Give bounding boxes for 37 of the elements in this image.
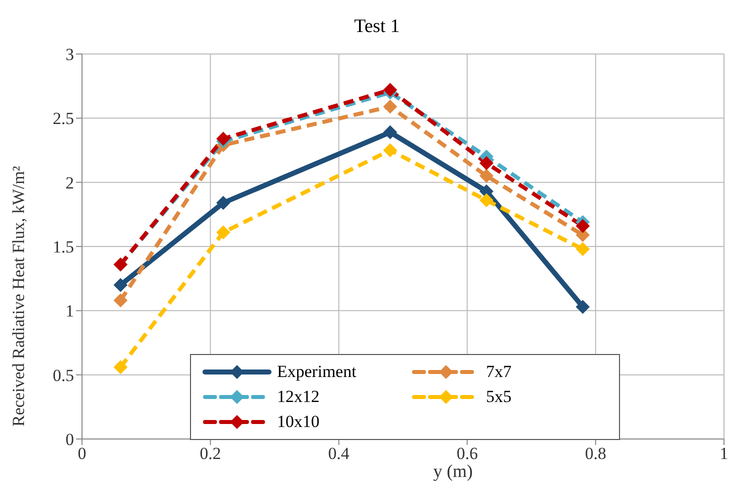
point <box>216 132 230 146</box>
x-tick-label: 0.2 <box>200 444 222 464</box>
y-tick-label: 2.5 <box>52 109 74 128</box>
point <box>114 278 128 292</box>
legend-label: 7x7 <box>486 362 512 382</box>
point <box>114 293 128 308</box>
x-axis-title: y (m) <box>433 461 473 481</box>
x-tick-label: 0.4 <box>328 444 350 464</box>
point <box>479 193 494 208</box>
x-tick-label: 0.8 <box>584 444 606 464</box>
point <box>383 143 398 158</box>
point <box>216 225 230 240</box>
point <box>383 82 398 97</box>
y-axis-title: Received Radiative Heat Flux, kW/m² <box>9 166 28 426</box>
y-tick-label: 1.5 <box>52 238 74 257</box>
point <box>479 168 494 183</box>
point <box>576 300 590 314</box>
y-tick-label: 1 <box>66 302 74 321</box>
y-tick-label: 0 <box>66 430 74 450</box>
point <box>114 360 128 374</box>
chart-title: Test 1 <box>353 16 401 38</box>
point <box>383 125 398 140</box>
point <box>479 156 494 170</box>
point <box>576 218 590 233</box>
y-tick-label: 3 <box>66 45 74 64</box>
point <box>576 242 590 256</box>
point <box>216 196 230 210</box>
x-tick-label: 0.6 <box>456 444 478 464</box>
legend-label: 12x12 <box>277 386 320 407</box>
point <box>383 100 398 114</box>
y-tick-label: 0.5 <box>52 366 74 385</box>
x-tick-label: 0 <box>78 444 86 464</box>
legend-label: Experiment <box>277 362 356 382</box>
y-tick-label: 2 <box>66 173 74 192</box>
legend-label: 10x10 <box>277 412 320 432</box>
legend-label: 5x5 <box>486 386 512 407</box>
x-tick-label: 1 <box>720 444 728 464</box>
